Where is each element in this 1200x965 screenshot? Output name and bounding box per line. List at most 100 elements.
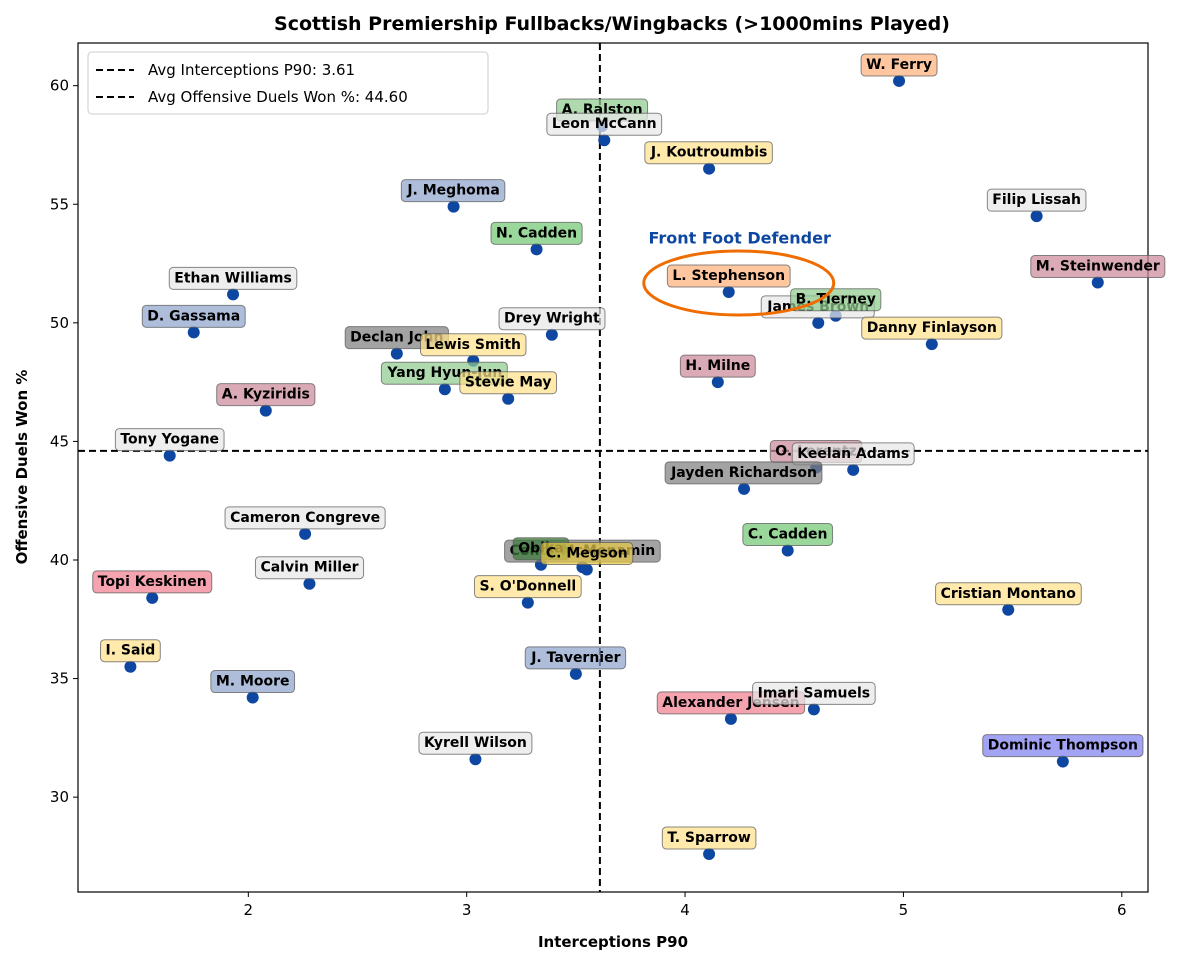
y-tick-label: 45 xyxy=(50,432,69,450)
point-label-box xyxy=(982,734,1144,758)
point-label-box xyxy=(473,575,582,599)
plot-frame xyxy=(77,42,1149,893)
point-label: T. Sparrow xyxy=(661,826,757,850)
point-label-text: Cristian Montano xyxy=(941,586,1077,602)
point-label: A. Kyziridis xyxy=(216,383,316,407)
point-label-box xyxy=(679,354,756,378)
point-label-box xyxy=(400,179,506,203)
data-point xyxy=(259,404,272,417)
point-label-text: Kyrell Wilson xyxy=(424,735,527,751)
point-label-text: B. Tierney xyxy=(796,292,876,308)
point-label: C. Cadden xyxy=(742,523,834,547)
data-point xyxy=(893,74,906,87)
point-label: J. Koutroumbis xyxy=(644,141,773,165)
point-label-text: Danny Finlayson xyxy=(867,320,997,336)
data-point xyxy=(187,326,200,339)
data-point xyxy=(598,134,611,147)
point-label-box xyxy=(210,670,296,694)
data-point xyxy=(812,316,825,329)
point-label-text: T. Sparrow xyxy=(667,830,751,846)
point-label-box xyxy=(644,141,773,165)
data-point xyxy=(530,243,543,256)
point-label-text: Dominic Thompson xyxy=(988,738,1138,754)
point-label-text: L. Stephenson xyxy=(672,268,785,284)
data-point xyxy=(738,482,751,495)
point-label-text: J. Tavernier xyxy=(530,650,620,666)
point-label: B. Tierney xyxy=(790,288,882,312)
point-label-box xyxy=(540,541,634,565)
point-label-box xyxy=(168,266,298,290)
data-point xyxy=(1030,210,1043,223)
data-point xyxy=(703,162,716,175)
point-label-box xyxy=(224,506,386,530)
point-label-text: Lewis Smith xyxy=(426,337,521,353)
point-label-box xyxy=(860,53,938,77)
data-point xyxy=(227,288,240,301)
point-label: Cameron Congreve xyxy=(224,506,386,530)
point-label: I. Said xyxy=(100,639,161,663)
point-label-text: Drey Wright xyxy=(504,311,600,327)
point-label: Tony Yogane xyxy=(114,428,225,452)
point-label-box xyxy=(742,523,834,547)
point-label: M. Steinwender xyxy=(1030,255,1166,279)
point-label: Stevie May xyxy=(459,371,558,395)
point-label: Cristian Montano xyxy=(935,582,1082,606)
point-label: Kyrell Wilson xyxy=(418,731,533,755)
point-label-box xyxy=(752,681,876,705)
x-tick-label: 5 xyxy=(899,901,909,919)
x-tick-label: 6 xyxy=(1117,901,1127,919)
point-label-box xyxy=(986,188,1087,212)
data-point xyxy=(580,563,593,576)
point-label-box xyxy=(498,307,606,331)
data-point xyxy=(711,376,724,389)
point-label: L. Stephenson xyxy=(666,264,791,288)
point-label: Jayden Richardson xyxy=(664,461,823,485)
data-point xyxy=(502,392,515,405)
point-label-text: Calvin Miller xyxy=(260,560,358,576)
point-label-box xyxy=(141,304,246,328)
point-label-text: Filip Lissah xyxy=(992,192,1081,208)
point-label-box xyxy=(254,556,365,580)
x-axis-label: Interceptions P90 xyxy=(538,933,688,951)
data-point xyxy=(703,848,716,861)
point-label: Ethan Williams xyxy=(168,266,298,290)
point-label-text: W. Ferry xyxy=(866,57,932,73)
point-label-box xyxy=(666,264,791,288)
annotation-text: Front Foot Defender xyxy=(648,228,831,247)
data-point xyxy=(1056,755,1069,768)
data-point xyxy=(1002,603,1015,616)
point-label-box xyxy=(100,639,161,663)
point-label-text: Stevie May xyxy=(465,375,552,391)
point-label-text: H. Milne xyxy=(685,358,750,374)
point-label-text: D. Gassama xyxy=(147,308,240,324)
y-tick-label: 35 xyxy=(50,670,69,688)
y-tick-label: 30 xyxy=(50,788,69,806)
y-tick-label: 60 xyxy=(50,77,69,95)
data-point xyxy=(569,667,582,680)
point-label-box xyxy=(791,442,915,466)
point-label-box xyxy=(861,316,1003,340)
data-point xyxy=(390,347,403,360)
point-label-text: Topi Keskinen xyxy=(98,574,207,590)
highlight-ellipse xyxy=(642,249,836,317)
point-label-text: A. Kyziridis xyxy=(222,387,310,403)
point-label-text: S. O'Donnell xyxy=(479,579,576,595)
legend: Avg Interceptions P90: 3.61 Avg Offensive… xyxy=(87,51,489,115)
point-label: Danny Finlayson xyxy=(861,316,1003,340)
legend-label: Avg Offensive Duels Won %: 44.60 xyxy=(148,88,408,106)
data-point xyxy=(146,591,159,604)
point-label: Filip Lissah xyxy=(986,188,1087,212)
point-label-text: J. Koutroumbis xyxy=(650,145,768,161)
point-label-text: Jayden Richardson xyxy=(670,465,817,481)
point-label-box xyxy=(790,288,882,312)
data-point xyxy=(438,383,451,396)
point-label: W. Ferry xyxy=(860,53,938,77)
point-label-text: M. Moore xyxy=(216,674,290,690)
point-label: Leon McCann xyxy=(546,112,663,136)
point-label: Keelan Adams xyxy=(791,442,915,466)
point-label: Drey Wright xyxy=(498,307,606,331)
y-tick-label: 55 xyxy=(50,195,69,213)
data-point xyxy=(447,200,460,213)
point-label-text: Cameron Congreve xyxy=(230,510,380,526)
